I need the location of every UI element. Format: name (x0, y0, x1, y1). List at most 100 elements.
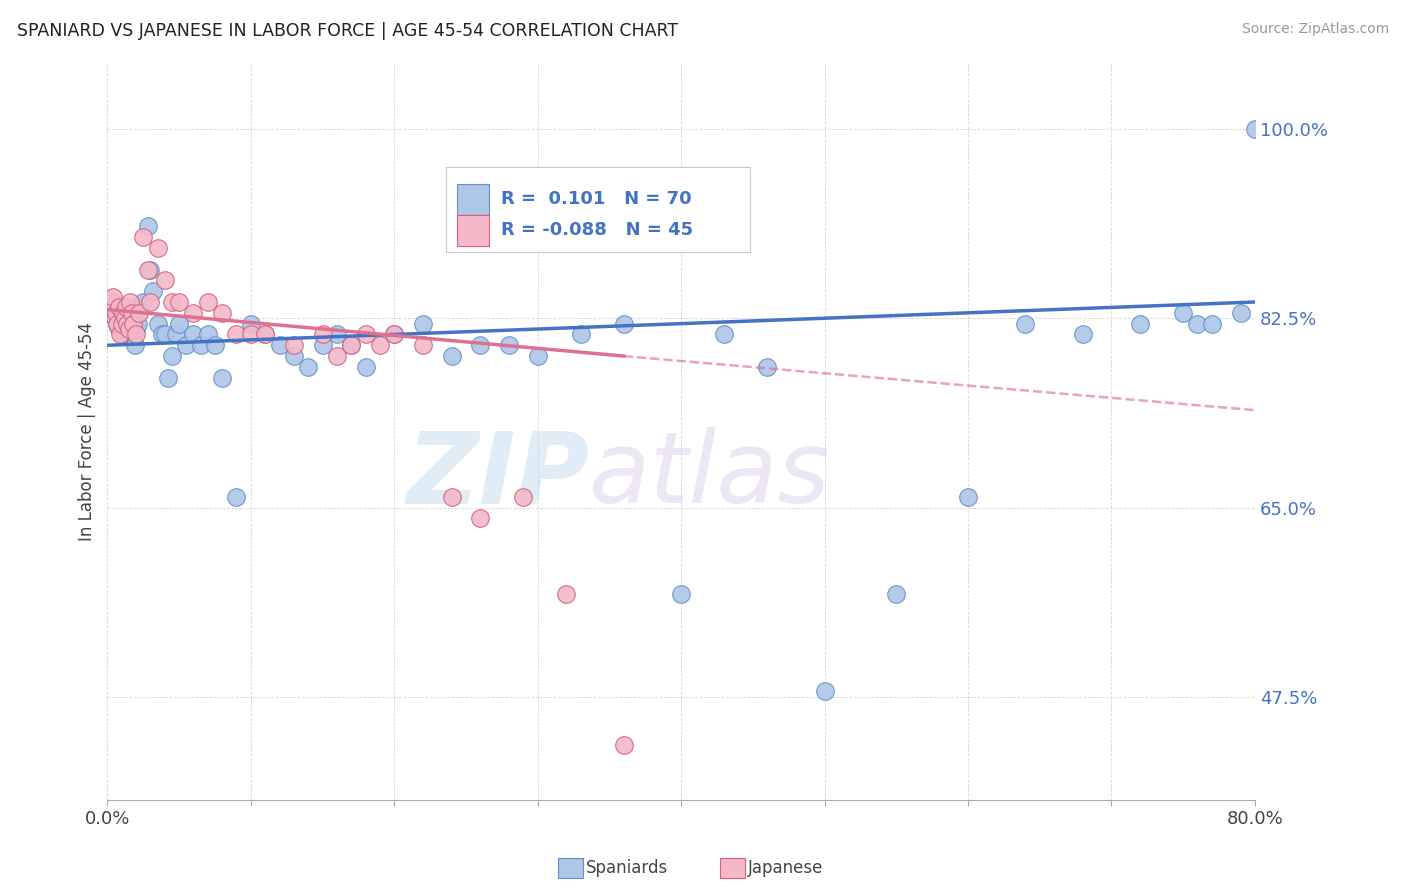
Point (512, 490, 534, 504)
Point (98, 301, 121, 315)
Point (110, 327, 132, 342)
Point (555, 587, 578, 601)
Point (190, 338, 212, 352)
Point (136, 262, 159, 277)
Point (197, 327, 219, 342)
Point (669, 587, 692, 601)
Point (239, 317, 262, 331)
Point (311, 327, 333, 342)
Point (104, 306, 127, 320)
Point (254, 327, 277, 342)
Point (104, 301, 127, 315)
Point (128, 306, 150, 320)
Point (1244, 122, 1267, 136)
Point (115, 301, 138, 315)
Point (100, 295, 122, 310)
Point (197, 295, 219, 310)
Point (382, 327, 405, 342)
Point (204, 338, 226, 352)
Point (412, 317, 434, 331)
Point (1187, 317, 1209, 331)
Point (153, 273, 176, 287)
Point (440, 349, 463, 363)
Point (124, 338, 146, 352)
Point (111, 327, 134, 342)
Point (160, 295, 183, 310)
Text: Japanese: Japanese (748, 859, 824, 877)
Point (160, 349, 183, 363)
Point (121, 311, 143, 326)
Text: atlas: atlas (589, 427, 831, 524)
Point (183, 327, 205, 342)
Point (1129, 317, 1152, 331)
Point (440, 490, 463, 504)
Point (269, 338, 291, 352)
Point (117, 317, 139, 331)
Point (114, 311, 136, 326)
Point (146, 317, 169, 331)
Point (311, 338, 333, 352)
Point (340, 338, 363, 352)
Point (120, 317, 142, 331)
Point (111, 301, 134, 315)
Point (326, 327, 349, 342)
Point (211, 306, 233, 320)
Point (498, 338, 520, 352)
Point (1071, 327, 1094, 342)
FancyBboxPatch shape (446, 167, 749, 252)
Point (340, 338, 363, 352)
Point (125, 327, 148, 342)
Point (108, 301, 131, 315)
Point (103, 311, 125, 326)
Point (239, 327, 262, 342)
Point (146, 241, 169, 255)
Point (117, 322, 139, 336)
Point (167, 295, 190, 310)
Point (174, 338, 197, 352)
Point (569, 327, 592, 342)
Point (125, 322, 148, 336)
Point (167, 317, 190, 331)
Point (1201, 317, 1223, 331)
Point (122, 327, 145, 342)
Point (956, 490, 979, 504)
Point (136, 219, 159, 234)
Text: Source: ZipAtlas.com: Source: ZipAtlas.com (1241, 22, 1389, 37)
Point (132, 295, 155, 310)
Point (153, 327, 176, 342)
Point (470, 338, 492, 352)
Y-axis label: In Labor Force | Age 45-54: In Labor Force | Age 45-54 (79, 322, 96, 541)
Point (613, 317, 636, 331)
Point (132, 230, 155, 244)
Point (254, 327, 277, 342)
Point (108, 322, 131, 336)
Point (225, 327, 247, 342)
Point (1014, 317, 1036, 331)
Point (713, 327, 735, 342)
Point (100, 295, 122, 310)
Point (142, 284, 165, 298)
Point (283, 349, 305, 363)
Point (122, 317, 145, 331)
Point (283, 338, 305, 352)
Point (112, 306, 135, 320)
Point (139, 262, 162, 277)
Point (165, 327, 187, 342)
Point (354, 359, 377, 374)
Point (225, 490, 247, 504)
Point (118, 322, 141, 336)
Point (813, 684, 835, 698)
Point (107, 317, 129, 331)
Text: R = -0.088   N = 45: R = -0.088 N = 45 (501, 221, 693, 239)
Point (613, 739, 636, 753)
Text: Spaniards: Spaniards (586, 859, 668, 877)
Point (1173, 306, 1195, 320)
Point (139, 295, 162, 310)
Text: ZIP: ZIP (406, 427, 589, 524)
FancyBboxPatch shape (457, 215, 489, 246)
Point (120, 295, 142, 310)
Point (118, 327, 141, 342)
Point (756, 359, 779, 374)
Point (101, 290, 124, 304)
Point (368, 338, 391, 352)
